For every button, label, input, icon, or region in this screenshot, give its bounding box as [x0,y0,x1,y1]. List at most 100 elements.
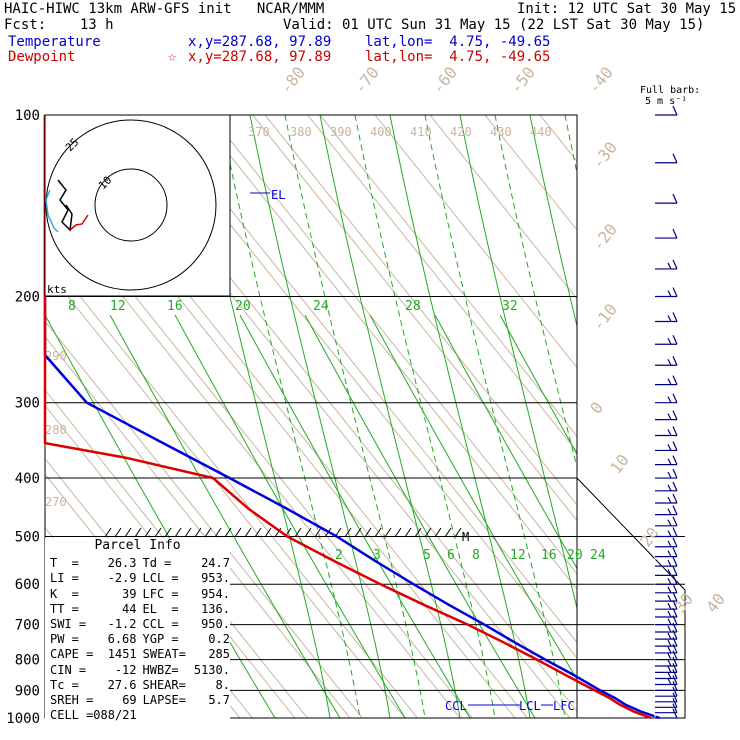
parcel-row: K = 39 LFC = 954. [45,587,230,602]
hodograph-trace-low [69,214,89,231]
pressure-label: 400 [15,471,40,487]
wind-barb-flag [672,566,678,576]
parcel-cell [190,708,230,723]
wind-barb-flag [672,698,678,708]
hatch-mark [174,527,182,538]
parcel-row: SWI = -1.2 CCL = 950. [45,617,230,632]
isotherm-label: -10 [588,300,621,334]
parcel-cell: Tc = [50,677,79,692]
parcel-cell: 24.7 [201,556,230,571]
wind-barb-flag [667,262,672,270]
hatch-mark [124,527,132,538]
wind-barb-flag [667,471,672,479]
theta-label: 380 [290,125,312,139]
hatch-mark [154,527,162,538]
barb-legend: Full barb: [640,85,700,96]
hatch-mark [354,527,362,538]
level-marker-label: M [462,530,469,544]
wind-barb-flag [667,444,672,451]
parcel-cell: 136. [201,601,230,616]
theta-label: 280 [45,423,67,437]
parcel-cell: HWBZ= [142,662,179,677]
parcel-row: T = 26.3 Td = 24.7 [45,556,230,571]
isotherm-label: -70 [350,63,383,97]
wind-barb-flag [672,527,678,537]
model-title: HAIC-HIWC 13km ARW-GFS init NCAR/MMM [4,1,325,17]
wind-barb-flag [667,519,672,527]
dewpoint-legend: Dewpoint [8,49,76,65]
mixing-ratio-label: 12 [110,299,126,314]
mixing-ratio-line [459,115,577,611]
wind-barb-flag [667,646,672,654]
wind-barb-flag [667,559,672,567]
wind-barb-flag [672,410,678,420]
theta-label: 270 [45,495,67,509]
mixing-ratio-label: 16 [167,299,183,314]
isotherm-line [197,115,577,591]
mixing-ratio-label: 32 [502,299,518,314]
wind-barb-flag [672,287,678,297]
hatch-mark [294,527,302,538]
hatch-mark [304,527,312,538]
isotherm-line [252,115,577,522]
theta-label: 410 [410,125,432,139]
dewpoint-cursor-info: x,y=287.68, 97.89 lat,lon= 4.75, -49.65 [188,49,551,65]
wind-barb-flag [667,530,672,537]
wind-barb-flag [667,672,672,679]
hatch-mark [214,527,222,538]
parcel-cell: SHEAR= [142,677,186,692]
pressure-label: 200 [15,290,40,306]
isotherm-line [45,267,406,718]
wind-barb-flag [667,396,672,403]
parcel-cell [137,708,191,723]
theta-label: 390 [330,125,352,139]
wind-barb-flag [672,393,678,403]
wind-barb-flag [672,441,678,451]
mixing-ratio-line [219,115,361,718]
wind-barb-flag [667,496,672,504]
hodograph-trace-upper [45,189,59,233]
isotherm-label: -50 [506,63,539,97]
temperature-legend: Temperature [8,34,101,50]
wind-barb-flag [667,678,672,685]
hatch-mark [434,527,442,538]
dry-adiabat-line [45,320,363,718]
wind-barb-flag [667,625,672,633]
hatch-mark [364,527,372,538]
isotherm-label: 10 [606,451,633,478]
hatch-mark [244,527,252,538]
mixing-ratio-label: 8 [472,548,480,563]
wind-barb-flag [672,259,678,270]
mixing-ratio-label: 16 [541,548,557,563]
wind-barb-flag [667,413,672,420]
wind-barb-flag [672,636,678,647]
parcel-cell: 088/21 [93,708,137,723]
hatch-mark [204,527,212,538]
hatch-mark [394,527,402,538]
hodograph-units: kts [47,283,67,296]
isotherm-label: 40 [702,590,729,617]
wind-barb-flag [672,681,678,691]
wind-barb-flag [667,618,672,625]
parcel-row: CIN = -12 HWBZ= 5130. [45,663,230,678]
parcel-cell: Td = [142,556,172,571]
wind-barb-flag [672,468,678,479]
isotherm-label: 0 [586,398,607,417]
dry-adiabat-line [539,115,577,163]
hatch-mark [274,527,282,538]
theta-label: 430 [490,125,512,139]
parcel-cell: LAPSE= [142,693,187,708]
star-icon: ☆ [168,49,177,65]
dry-adiabat-line [45,251,418,718]
moist-adiabat-line [499,314,577,456]
hatch-mark [254,527,262,538]
wind-barb-flag [667,586,672,594]
wind-barb-flag [672,105,678,116]
parcel-cell: 0.2 [208,632,230,647]
wind-barb-flag [672,669,678,679]
wind-barb-flag [672,375,678,385]
wind-barb-flag [667,666,672,673]
dry-adiabat-line [429,115,577,300]
wind-barb-flag [667,659,672,667]
